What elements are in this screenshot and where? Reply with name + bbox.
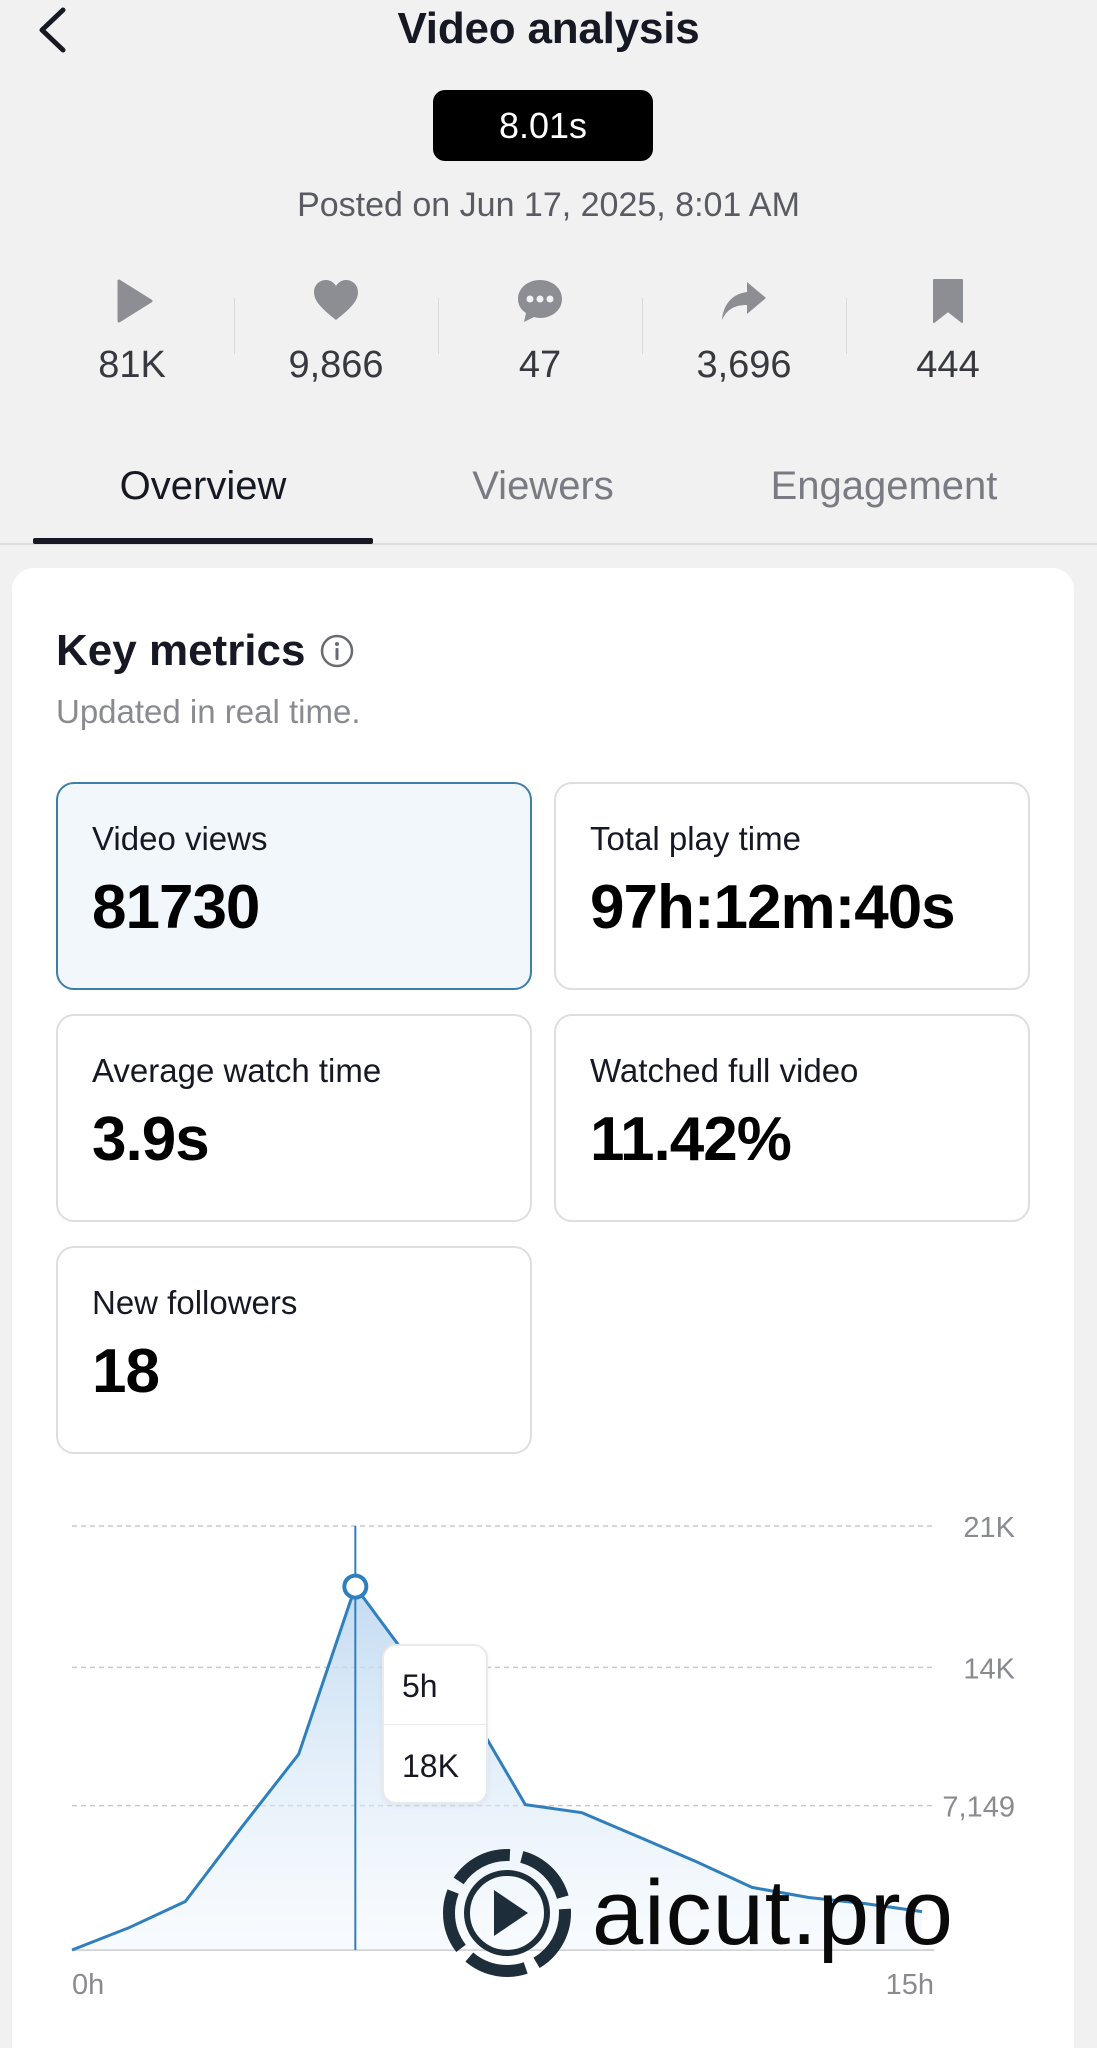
chart-line [71, 1585, 923, 1952]
metric-total-play-time[interactable]: Total play time 97h:12m:40s [554, 782, 1030, 990]
metric-watched-full-video[interactable]: Watched full video 11.42% [554, 1014, 1030, 1222]
tab-active-indicator [33, 538, 373, 544]
comment-icon [518, 280, 562, 322]
chart-tooltip: 5h 18K [382, 1644, 488, 1804]
info-icon[interactable] [319, 633, 355, 669]
metric-new-followers[interactable]: New followers 18 [56, 1246, 532, 1454]
video-duration-badge: 8.01s [433, 90, 653, 161]
page-title: Video analysis [397, 4, 700, 53]
stats-row: 81K 9,866 47 3,696 444 [30, 270, 1050, 410]
stat-shares-value: 3,696 [696, 344, 792, 386]
x-tick-label: 15h [886, 1969, 934, 2001]
tooltip-x-label: 5h [402, 1668, 438, 1704]
header: Video analysis [0, 0, 1097, 80]
metric-value: 97h:12m:40s [590, 873, 956, 942]
stat-likes-value: 9,866 [288, 344, 384, 386]
tooltip-divider [384, 1724, 486, 1725]
chevron-left-icon [39, 7, 66, 53]
key-metrics-title: Key metrics [56, 626, 306, 675]
key-metrics-heading: Key metrics [56, 626, 355, 676]
stat-views: 81K [30, 270, 234, 410]
tab-bar: Overview Viewers Engagement [0, 440, 1097, 545]
share-icon [722, 282, 766, 320]
back-button[interactable] [28, 2, 84, 58]
chart-cursor-point[interactable] [342, 1573, 369, 1600]
metric-label: Video views [92, 820, 268, 857]
metric-value: 11.42% [590, 1105, 792, 1174]
y-tick-label: 21K [963, 1512, 1015, 1544]
tooltip-y-label: 18K [402, 1748, 459, 1784]
x-tick-label: 0h [72, 1969, 104, 2001]
stat-likes: 9,866 [234, 270, 438, 410]
bookmark-icon [933, 279, 963, 323]
key-metrics-card: Key metrics Updated in real time. Video … [12, 568, 1074, 2048]
metric-label: New followers [92, 1284, 298, 1321]
metric-label: Watched full video [590, 1052, 859, 1089]
stat-views-value: 81K [98, 344, 166, 386]
key-metrics-subtitle: Updated in real time. [56, 693, 361, 730]
posted-date: Posted on Jun 17, 2025, 8:01 AM [297, 186, 800, 224]
metric-value: 18 [92, 1337, 160, 1406]
chart-area [72, 1586, 922, 1950]
heart-icon [314, 280, 358, 320]
watermark: aicut.pro [442, 1848, 954, 1978]
stat-shares: 3,696 [642, 270, 846, 410]
metric-average-watch-time[interactable]: Average watch time 3.9s [56, 1014, 532, 1222]
watermark-text: aicut.pro [592, 1861, 954, 1964]
metric-value: 3.9s [92, 1105, 210, 1174]
stat-comments: 47 [438, 270, 642, 410]
tab-overview[interactable]: Overview [119, 464, 287, 508]
stat-saves-value: 444 [916, 344, 980, 386]
y-tick-label: 7,149 [942, 1792, 1015, 1824]
metric-label: Average watch time [92, 1052, 382, 1089]
stat-comments-value: 47 [518, 344, 562, 386]
stat-saves: 444 [846, 270, 1050, 410]
metric-video-views[interactable]: Video views 81730 [56, 782, 532, 990]
tab-engagement[interactable]: Engagement [770, 464, 998, 508]
y-tick-label: 14K [963, 1653, 1015, 1685]
aicut-logo-icon [443, 1849, 571, 1977]
play-icon [117, 279, 153, 323]
tab-viewers[interactable]: Viewers [472, 464, 614, 508]
metric-value: 81730 [92, 873, 260, 942]
metric-label: Total play time [590, 820, 801, 857]
views-chart[interactable]: 21K 14K 7,149 0h 15h [12, 568, 1074, 2048]
